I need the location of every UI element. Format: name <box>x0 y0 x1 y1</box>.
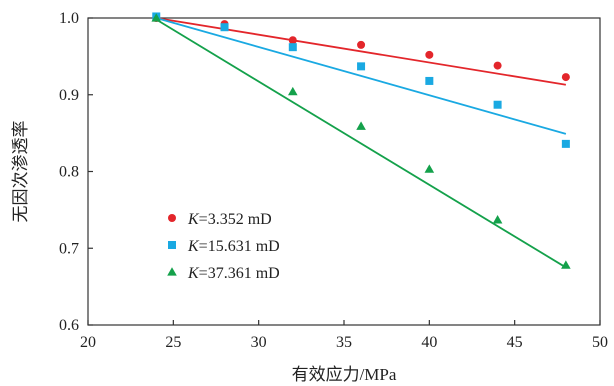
x-axis-title: 有效应力/MPa <box>292 365 397 384</box>
plot-frame <box>87 17 601 326</box>
fit-line-circle <box>156 17 567 86</box>
legend-k-symbol: K <box>187 211 200 228</box>
data-point-square <box>220 23 229 32</box>
data-point-circle <box>561 73 570 82</box>
fit-line-triangle <box>155 18 567 269</box>
data-points <box>151 12 571 269</box>
legend-label: K=15.631 mD <box>187 238 280 255</box>
x-tick-label: 20 <box>80 334 96 351</box>
legend-marker-square <box>168 241 176 249</box>
data-point-circle <box>357 40 366 49</box>
data-point-circle <box>493 61 502 70</box>
legend-k-symbol: K <box>187 238 200 255</box>
legend-k-value: =3.352 mD <box>199 211 272 228</box>
data-point-triangle <box>151 13 162 22</box>
data-point-triangle <box>561 260 571 269</box>
x-tick-label: 25 <box>165 334 181 351</box>
data-point-triangle <box>356 121 366 130</box>
data-point-triangle <box>288 86 298 96</box>
fit-line-square <box>156 17 567 135</box>
legend-marker-circle <box>168 214 176 222</box>
data-point-square <box>357 62 366 71</box>
legend-k-value: =15.631 mD <box>199 238 280 255</box>
data-point-circle <box>425 50 434 59</box>
y-tick-label: 0.7 <box>59 240 79 257</box>
y-tick-label: 0.9 <box>59 87 79 104</box>
fit-lines <box>155 17 567 269</box>
y-axis-title: 无因次渗透率 <box>11 121 30 223</box>
legend-label: K=37.361 mD <box>187 265 280 282</box>
data-point-circle <box>288 36 297 45</box>
legend-marker-triangle <box>167 267 177 276</box>
axes: 20 25 30 35 40 45 50 0.6 0.7 0.8 0.9 1.0 <box>59 10 608 351</box>
data-point-square <box>493 100 502 109</box>
data-point-triangle <box>424 164 435 173</box>
y-tick-label: 0.6 <box>59 317 79 334</box>
legend-label: K=3.352 mD <box>187 211 272 228</box>
legend: K=3.352 mDK=15.631 mDK=37.361 mD <box>167 211 280 282</box>
x-tick-label: 35 <box>336 334 352 351</box>
data-point-square <box>288 43 297 52</box>
data-point-square <box>425 76 434 85</box>
x-tick-label: 30 <box>251 334 267 351</box>
data-point-square <box>561 139 570 148</box>
y-tick-label: 1.0 <box>59 10 79 27</box>
y-tick-label: 0.8 <box>59 164 79 181</box>
x-tick-label: 45 <box>507 334 523 351</box>
x-tick-label: 50 <box>592 334 608 351</box>
legend-k-value: =37.361 mD <box>199 265 280 282</box>
data-point-triangle <box>492 215 503 224</box>
legend-k-symbol: K <box>187 265 200 282</box>
x-tick-label: 40 <box>421 334 437 351</box>
